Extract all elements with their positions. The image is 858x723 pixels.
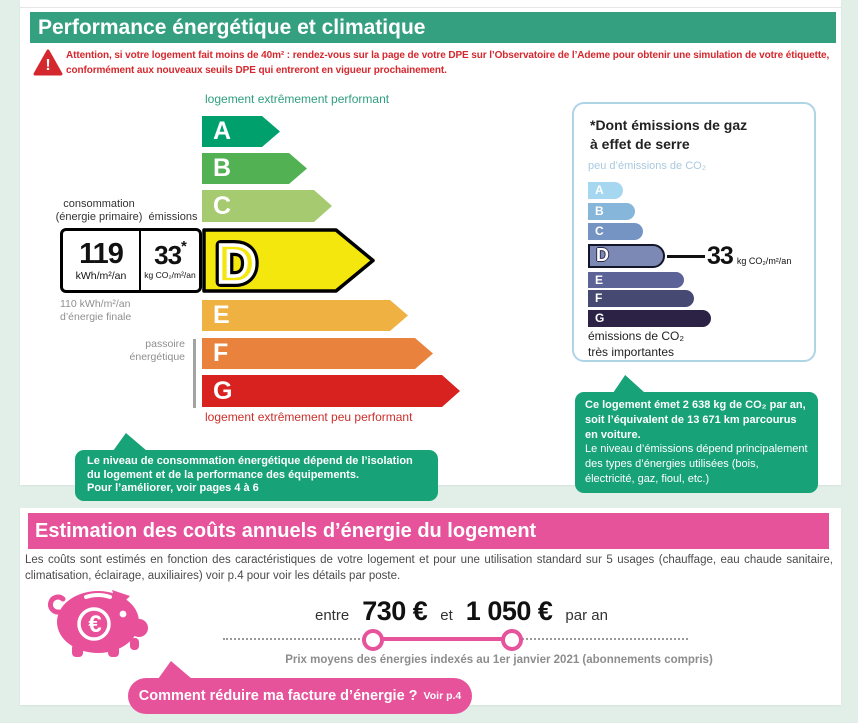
final-energy-label: 110 kWh/m²/an d’énergie finale bbox=[60, 298, 132, 323]
price-index-footnote: Prix moyens des énergies indexés au 1er … bbox=[285, 654, 713, 666]
consumption-unit: kWh/m²/an bbox=[75, 269, 127, 282]
warning-icon: ! bbox=[33, 49, 63, 76]
co2-value-row: 33 kg CO₂/m²/an bbox=[707, 242, 791, 271]
svg-text:D: D bbox=[217, 234, 256, 293]
cta-label: Comment réduire ma facture d’énergie ? bbox=[138, 688, 418, 704]
scale-bottom-label: logement extrêmement peu performant bbox=[205, 410, 413, 424]
co2-class-g-bar: G bbox=[588, 310, 711, 327]
callout-emissions: Ce logement émet 2 638 kg de CO₂ par an,… bbox=[575, 392, 818, 493]
cost-slider-range bbox=[373, 637, 512, 641]
co2-value-connector bbox=[667, 255, 705, 258]
value-box-divider bbox=[139, 231, 141, 290]
energy-class-d-arrow-current: D D bbox=[202, 228, 375, 293]
co2-class-b-bar: B bbox=[588, 203, 635, 220]
et-label: et bbox=[440, 607, 453, 624]
energy-class-g-arrow: G bbox=[202, 375, 460, 407]
emissions-unit: kg CO₂/m²/an bbox=[144, 269, 196, 280]
consumption-column-label: consommation (énergie primaire) bbox=[55, 198, 143, 223]
co2-high-label: émissions de CO₂ très importantes bbox=[588, 329, 685, 359]
reduce-bill-cta[interactable]: Comment réduire ma facture d’énergie ? V… bbox=[128, 678, 472, 714]
energy-class-a-arrow: A bbox=[202, 116, 280, 147]
piggy-bank-icon: € bbox=[47, 590, 148, 657]
svg-text:!: ! bbox=[45, 57, 50, 74]
cost-slider-handle-min bbox=[362, 629, 384, 651]
energy-class-f-arrow: F bbox=[202, 338, 433, 369]
consumption-emissions-value-box: 119 kWh/m²/an 33* kg CO₂/m²/an bbox=[60, 228, 202, 293]
co2-value: 33 bbox=[707, 242, 734, 270]
cost-max-value: 1 050 € bbox=[465, 596, 553, 626]
annual-cost-range: entre 730 € et 1 050 € par an bbox=[315, 596, 608, 627]
passoire-bracket bbox=[193, 339, 196, 408]
co2-class-e-bar: E bbox=[588, 272, 684, 288]
svg-text:€: € bbox=[88, 611, 101, 638]
entre-label: entre bbox=[315, 607, 350, 624]
energy-class-c-arrow: C bbox=[202, 190, 332, 222]
warning-text: Attention, si votre logement fait moins … bbox=[66, 50, 830, 76]
section-title-costs: Estimation des coûts annuels d’énergie d… bbox=[28, 513, 829, 549]
co2-class-d-bar-current: D bbox=[588, 244, 665, 268]
energy-class-b-arrow: B bbox=[202, 153, 307, 184]
emissions-asterisk: * bbox=[181, 237, 187, 255]
co2-class-c-bar: C bbox=[588, 223, 643, 240]
co2-panel-heading: *Dont émissions de gaz à effet de serre bbox=[590, 117, 748, 152]
cost-slider-handle-max bbox=[501, 629, 523, 651]
svg-text:D: D bbox=[217, 234, 256, 293]
cta-page-ref: Voir p.4 bbox=[423, 690, 462, 702]
energy-class-e-arrow: E bbox=[202, 300, 408, 331]
co2-value-unit: kg CO₂/m²/an bbox=[736, 256, 792, 266]
co2-class-a-bar: A bbox=[588, 182, 623, 199]
section-title-performance: Performance énergétique et climatique bbox=[30, 12, 836, 43]
consumption-value: 119 bbox=[79, 237, 124, 270]
divider bbox=[20, 7, 841, 8]
cost-min-value: 730 € bbox=[362, 596, 428, 626]
co2-class-f-bar: F bbox=[588, 290, 694, 307]
passoire-label: passoire énergétique bbox=[129, 338, 185, 363]
emissions-value: 33 bbox=[154, 239, 182, 270]
co2-low-label: peu d’émissions de CO₂ bbox=[588, 160, 706, 172]
per-year-label: par an bbox=[565, 607, 608, 624]
emissions-column-label: émissions bbox=[148, 211, 198, 223]
scale-top-label: logement extrêmement performant bbox=[205, 92, 390, 106]
costs-description: Les coûts sont estimés en fonction des c… bbox=[25, 554, 833, 582]
callout-consumption: Le niveau de consommation énergétique dé… bbox=[75, 450, 438, 501]
